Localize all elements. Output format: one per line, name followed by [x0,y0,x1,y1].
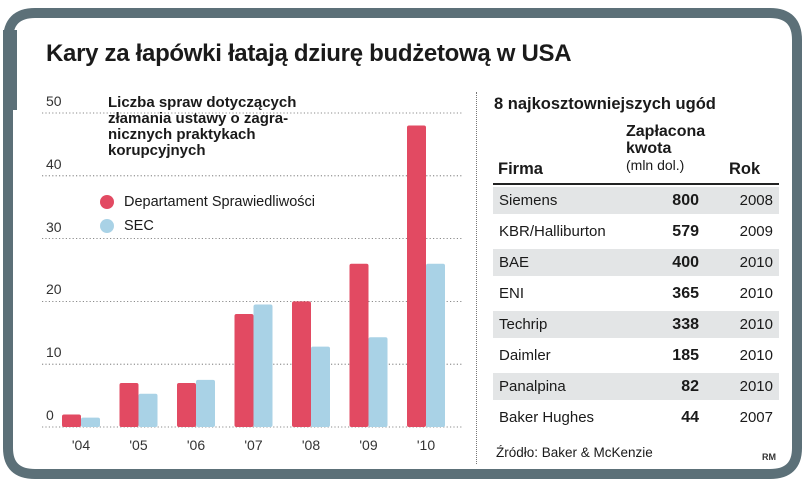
y-tick-label: 0 [46,407,54,423]
header-amount-unit: (mln dol.) [626,157,685,173]
header-rule [493,183,779,185]
header-year: Rok [729,160,761,178]
legend-label: SEC [124,218,154,234]
bar-doj [349,263,369,427]
settlements-table: Siemens 800 2008 KBR/Halliburton 579 2009 BAE 4… [493,187,779,435]
legend-swatch-doj [100,195,114,209]
y-tick-label: 40 [46,155,62,172]
header-amount-line2: kwota [626,140,672,157]
page-title: Kary za łapówki łatają dziurę budżetową … [46,40,572,67]
x-tick-label: '04 [71,437,91,453]
cell-year: 2009 [739,223,773,240]
bar-sec [311,346,330,427]
bar-doj [62,414,81,427]
table-row: ENI 365 2010 [493,280,779,307]
table-row: Panalpina 82 2010 [493,373,779,400]
y-tick-label: 50 [46,93,62,109]
cell-firma: BAE [499,254,530,271]
cell-firma: ENI [499,285,525,302]
table-row: KBR/Halliburton 579 2009 [493,218,779,245]
y-tick-label: 30 [46,218,62,235]
x-tick-label: '06 [186,437,206,453]
cell-firma: Techrip [499,316,548,333]
chart-title-line: korupcyjnych [108,142,206,159]
cell-firma: Panalpina [499,378,566,395]
cell-year: 2010 [739,285,773,302]
cell-amount: 800 [672,191,699,209]
table-title: 8 najkosztowniejszych ugód [494,95,716,113]
bar-doj [234,313,254,427]
header-amount-line1: Zapłacona [626,123,706,140]
cell-amount: 338 [672,315,699,333]
bar-doj [407,125,426,427]
bar-doj [177,383,196,427]
legend-label: Departament Sprawiedliwości [124,194,315,210]
cell-firma: KBR/Halliburton [499,223,606,240]
cell-year: 2008 [739,192,773,209]
cell-amount: 82 [681,377,699,395]
cell-year: 2007 [739,409,773,426]
y-tick-label: 10 [46,344,62,361]
chart-title-line: Liczba spraw dotyczących [108,94,297,111]
cell-firma: Baker Hughes [499,409,595,426]
cell-amount: 185 [672,346,699,364]
cell-year: 2010 [739,254,773,271]
cell-amount: 579 [672,222,699,240]
cell-year: 2010 [739,316,773,333]
bar-sec [196,379,215,427]
x-tick-label: '09 [359,437,378,453]
chart-title-line: nicznych praktykach [108,126,256,143]
bar-doj [119,383,139,427]
cell-amount: 44 [681,408,699,426]
bar-sec [81,417,100,427]
x-tick-label: '05 [129,437,148,453]
source-note: Źródło: Baker & McKenzie [496,445,653,460]
legend-entry-sec: SEC [100,214,315,238]
table-row: Siemens 800 2008 [493,187,779,214]
bar-sec [426,263,445,427]
header-firma: Firma [498,160,543,178]
chart-title-line: złamania ustawy o zagra- [108,110,289,127]
divider [476,92,477,464]
credit: RM [762,452,776,462]
cell-firma: Siemens [499,192,558,209]
chart-legend: Departament Sprawiedliwości SEC [100,190,315,238]
table-row: Baker Hughes 44 2007 [493,404,779,431]
table-row: Daimler 185 2010 [493,342,779,369]
cell-year: 2010 [739,347,773,364]
table-row: BAE 400 2010 [493,249,779,276]
cell-firma: Daimler [499,347,551,364]
cell-year: 2010 [739,378,773,395]
bar-sec [253,304,273,427]
y-tick-label: 20 [46,281,62,298]
cell-amount: 400 [672,253,699,271]
header-amount: Zapłacona kwota (mln dol.) [626,123,705,174]
cell-amount: 365 [672,284,699,302]
table-row: Techrip 338 2010 [493,311,779,338]
bar-sec [138,393,158,427]
legend-swatch-sec [100,219,114,233]
x-tick-label: '08 [301,437,321,453]
legend-entry-doj: Departament Sprawiedliwości [100,190,315,214]
chart-title: Liczba spraw dotyczących złamania ustawy… [108,95,368,159]
bar-sec [368,337,388,427]
x-tick-label: '07 [244,437,263,453]
bar-doj [292,301,311,427]
x-tick-label: '10 [416,437,436,453]
